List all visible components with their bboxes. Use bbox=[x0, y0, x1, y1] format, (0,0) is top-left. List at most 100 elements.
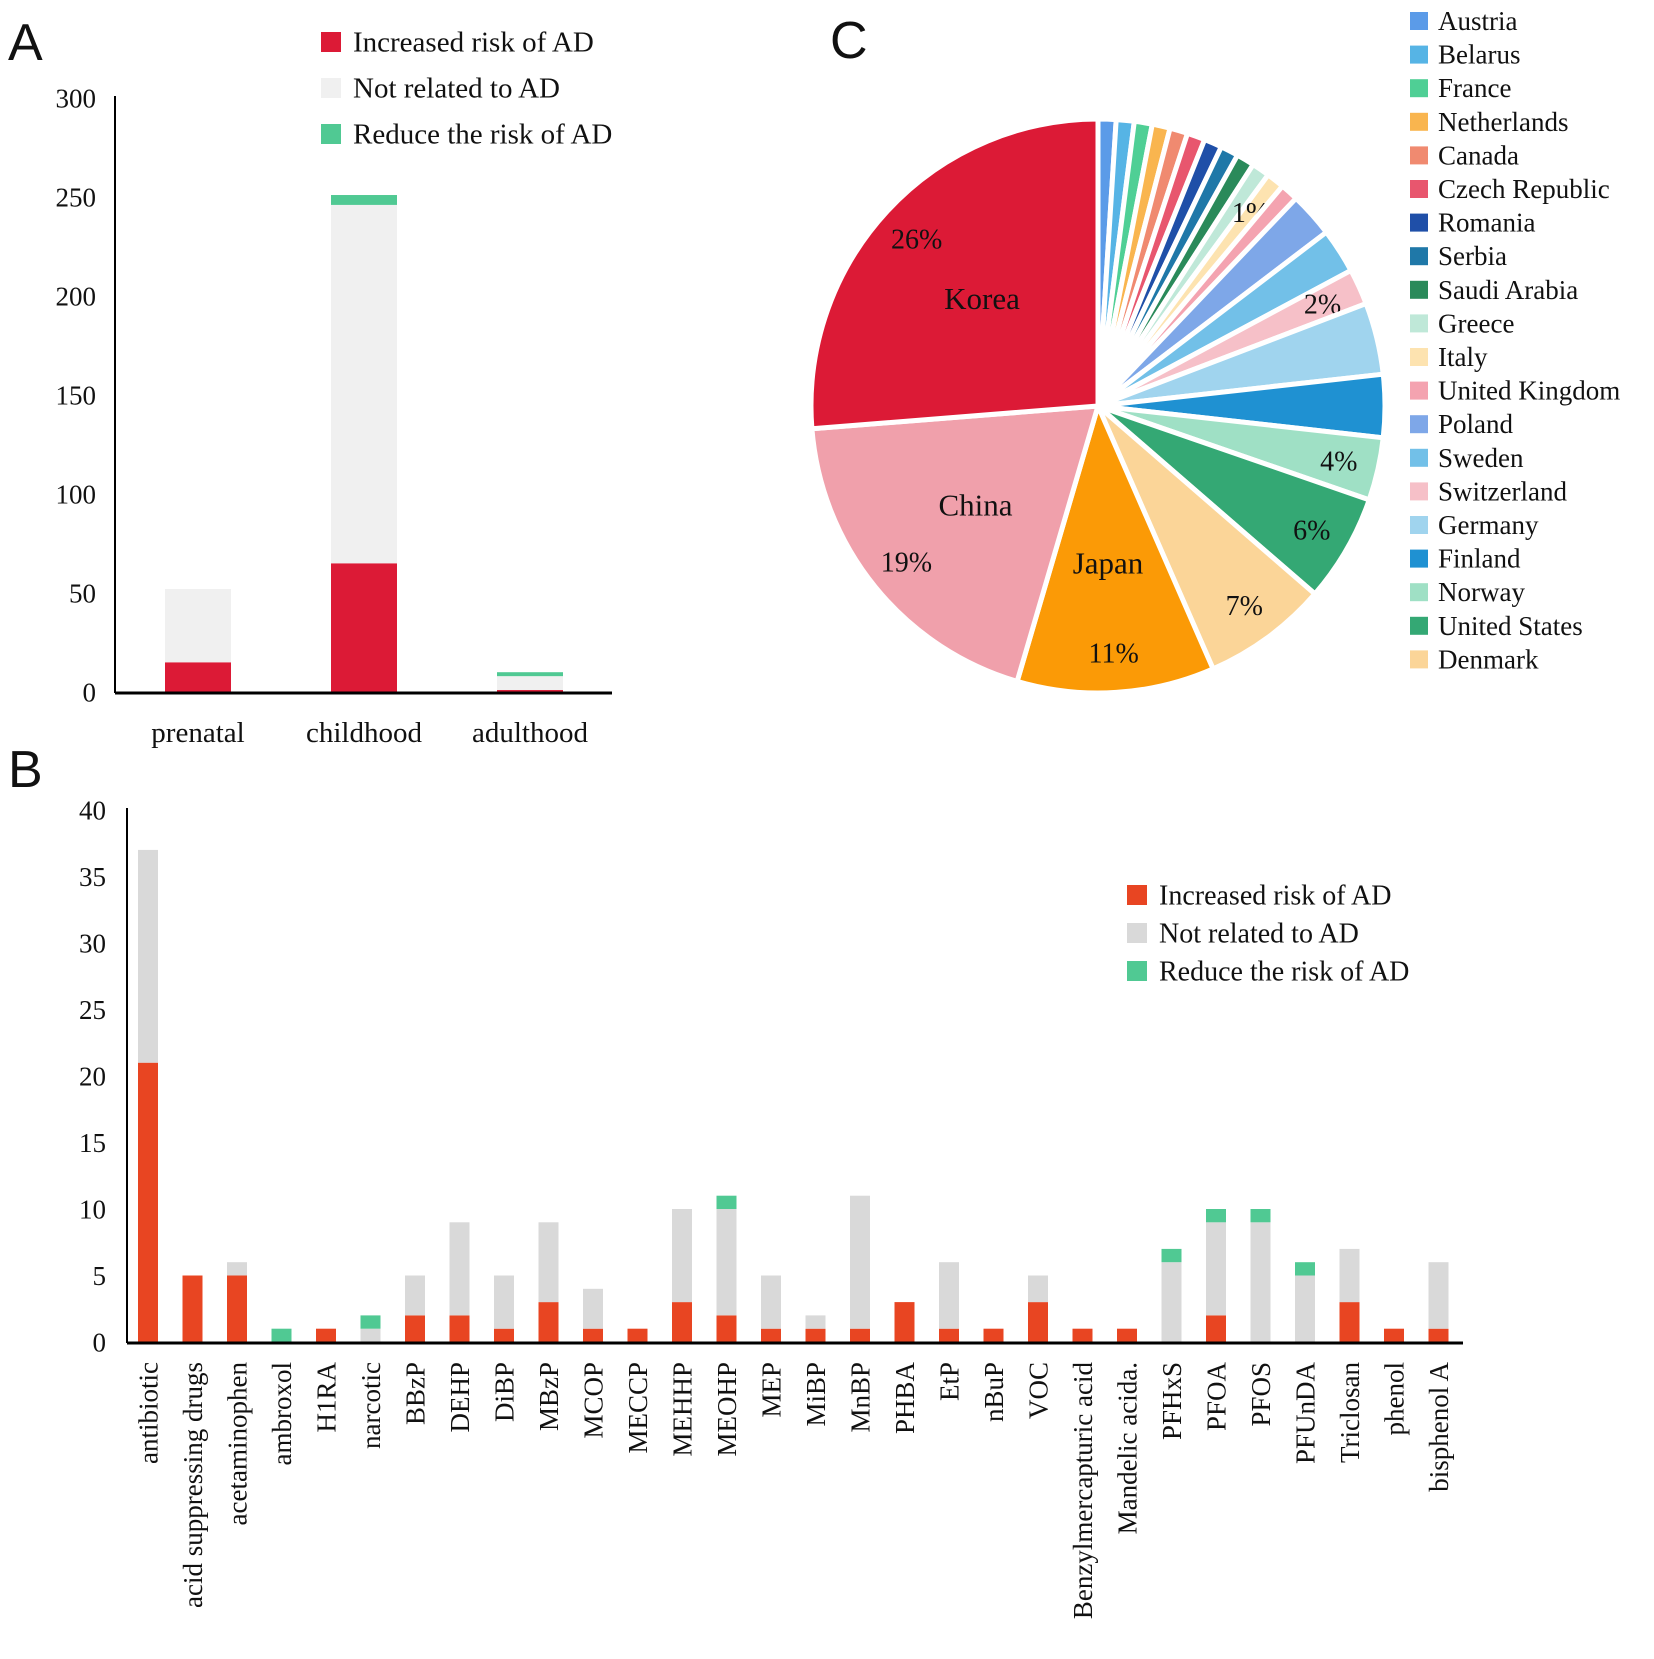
legend-swatch-not-related-to-ad bbox=[1127, 923, 1147, 943]
bar-segment-meohp-not-related-to-ad bbox=[716, 1209, 737, 1316]
legend-label: Sweden bbox=[1438, 443, 1524, 473]
bar-segment-narcotic-not-related-to-ad bbox=[360, 1328, 381, 1342]
x-tick-label: nBuP bbox=[979, 1362, 1009, 1422]
bar-segment-childhood-increased-risk-of-ad bbox=[331, 563, 397, 692]
bar-segment-meohp-increased-risk-of-ad bbox=[716, 1315, 737, 1342]
bar-segment-meccp-increased-risk-of-ad bbox=[627, 1328, 648, 1342]
legend-label: Denmark bbox=[1438, 644, 1539, 674]
bar-segment-bisphenol-a-increased-risk-of-ad bbox=[1428, 1328, 1449, 1342]
y-tick-label: 0 bbox=[93, 1327, 107, 1357]
pie-percent-label-norway: 4% bbox=[1320, 446, 1357, 477]
bar-segment-dehp-increased-risk-of-ad bbox=[449, 1315, 470, 1342]
legend-label: Greece bbox=[1438, 308, 1514, 338]
y-tick-label: 300 bbox=[56, 83, 97, 113]
x-tick-label: adulthood bbox=[472, 717, 588, 749]
x-tick-label: narcotic bbox=[356, 1362, 386, 1449]
legend-swatch-canada bbox=[1410, 146, 1428, 165]
bar-segment-triclosan-not-related-to-ad bbox=[1339, 1248, 1360, 1303]
bar-segment-antibiotic-increased-risk-of-ad bbox=[138, 1062, 158, 1342]
bar-segment-adulthood-increased-risk-of-ad bbox=[497, 690, 563, 692]
bar-segment-triclosan-increased-risk-of-ad bbox=[1339, 1302, 1360, 1342]
x-tick-label: Triclosan bbox=[1335, 1362, 1365, 1464]
panel-label-b: B bbox=[8, 741, 43, 799]
x-tick-label: Mandelic acida. bbox=[1112, 1362, 1142, 1534]
bar-segment-bisphenol-a-not-related-to-ad bbox=[1428, 1262, 1449, 1329]
bar-segment-ambroxol-reduce-the-risk-of-ad bbox=[271, 1328, 292, 1342]
x-tick-label: PFOA bbox=[1201, 1362, 1231, 1432]
legend-label: Finland bbox=[1438, 544, 1521, 574]
bar-segment-pfhxs-reduce-the-risk-of-ad bbox=[1161, 1248, 1182, 1263]
legend-swatch-poland bbox=[1410, 415, 1428, 434]
chart-b-stacked-bars: 0 5 10 15 20 25 30 35 40 antibiotic acid suppressi… bbox=[79, 795, 1463, 1619]
legend-label: Poland bbox=[1438, 409, 1514, 439]
bar-segment-antibiotic-not-related-to-ad bbox=[138, 849, 158, 1063]
x-tick-label: MECCP bbox=[623, 1362, 653, 1454]
bar-segment-mep-increased-risk-of-ad bbox=[761, 1328, 781, 1342]
pie-percent-label-china: 19% bbox=[881, 548, 932, 579]
legend-label: Netherlands bbox=[1438, 107, 1568, 137]
legend-label: Increased risk of AD bbox=[353, 26, 594, 58]
legend-swatch-norway bbox=[1410, 583, 1428, 602]
bar-segment-meohp-reduce-the-risk-of-ad bbox=[716, 1195, 737, 1209]
x-tick-label: DiBP bbox=[489, 1362, 519, 1422]
bar-segment-mehhp-not-related-to-ad bbox=[672, 1209, 692, 1303]
pie-percent-label-korea: 26% bbox=[891, 225, 942, 256]
y-tick-label: 15 bbox=[79, 1128, 106, 1158]
bar-segment-acetaminophen-not-related-to-ad bbox=[227, 1262, 247, 1276]
bar-segment-mibp-increased-risk-of-ad bbox=[805, 1328, 826, 1342]
bar-segment-prenatal-not-related-to-ad bbox=[165, 589, 231, 663]
legend-swatch-czech-republic bbox=[1410, 180, 1428, 198]
legend-swatch-greece bbox=[1410, 314, 1428, 333]
panel-label-a: A bbox=[8, 14, 43, 72]
pie-slice-china bbox=[809, 403, 1101, 684]
legend-swatch-germany bbox=[1410, 516, 1428, 534]
legend-swatch-denmark bbox=[1410, 650, 1428, 669]
chart-a-stacked-bars: 0 50 100 150 200 250 300 prenatal childhood adult… bbox=[56, 26, 613, 749]
bar-segment-mehhp-increased-risk-of-ad bbox=[672, 1302, 692, 1342]
bar-segment-pfoa-not-related-to-ad bbox=[1206, 1222, 1226, 1316]
legend-swatch-italy bbox=[1410, 348, 1428, 366]
bar-segment-childhood-reduce-the-risk-of-ad bbox=[331, 195, 397, 205]
x-tick-label: Benzylmercapturic acid bbox=[1068, 1362, 1098, 1620]
pie-slice-korea bbox=[808, 116, 1101, 432]
bar-segment-etp-not-related-to-ad bbox=[939, 1262, 959, 1329]
legend-label: Not related to AD bbox=[1159, 918, 1359, 949]
bar-segment-bbzp-increased-risk-of-ad bbox=[405, 1315, 425, 1342]
chart-c-pie: 1%2%4%6%7%11%Japan19%China26%KoreaAustri… bbox=[808, 6, 1620, 696]
legend-label: Austria bbox=[1438, 6, 1518, 36]
pie-slice-denmark bbox=[1095, 403, 1318, 672]
x-tick-label: MnBP bbox=[845, 1362, 875, 1433]
bar-segment-pfos-reduce-the-risk-of-ad bbox=[1250, 1209, 1271, 1223]
bar-segment-pfunda-reduce-the-risk-of-ad bbox=[1295, 1262, 1315, 1276]
bar-segment-dibp-increased-risk-of-ad bbox=[494, 1328, 514, 1342]
x-tick-label: ambroxol bbox=[267, 1362, 297, 1465]
x-tick-label: DEHP bbox=[445, 1362, 475, 1433]
legend-swatch-switzerland bbox=[1410, 482, 1428, 501]
x-tick-label: MCOP bbox=[578, 1362, 608, 1439]
y-tick-label: 40 bbox=[79, 795, 106, 825]
y-tick-label: 10 bbox=[79, 1194, 106, 1224]
legend-label: Switzerland bbox=[1438, 476, 1567, 506]
x-tick-label: PFHxS bbox=[1157, 1362, 1187, 1440]
bar-segment-dibp-not-related-to-ad bbox=[494, 1275, 514, 1329]
legend-swatch-belarus bbox=[1410, 45, 1428, 64]
legend-label: Romania bbox=[1438, 208, 1535, 238]
x-tick-label: antibiotic bbox=[133, 1362, 163, 1464]
x-tick-label: BBzP bbox=[400, 1362, 430, 1425]
y-tick-label: 150 bbox=[56, 380, 97, 410]
x-tick-label: MBzP bbox=[534, 1362, 564, 1431]
x-tick-label: acid suppressing drugs bbox=[178, 1362, 208, 1608]
bar-segment-acid-suppressing-drugs-increased-risk-of-ad bbox=[182, 1275, 203, 1342]
bar-segment-mnbp-not-related-to-ad bbox=[850, 1195, 870, 1329]
pie-name-label-japan: Japan bbox=[1073, 546, 1144, 581]
legend-swatch-romania bbox=[1410, 213, 1428, 232]
y-tick-label: 30 bbox=[79, 928, 106, 958]
bar-segment-benzylmercapturic-acid-increased-risk-of-ad bbox=[1072, 1328, 1093, 1342]
bar-segment-acetaminophen-increased-risk-of-ad bbox=[227, 1275, 247, 1342]
legend-label: Norway bbox=[1438, 577, 1525, 607]
x-tick-label: MiBP bbox=[801, 1362, 831, 1427]
y-tick-label: 0 bbox=[83, 677, 97, 707]
bar-segment-mcop-increased-risk-of-ad bbox=[583, 1328, 603, 1342]
bar-segment-pfos-not-related-to-ad bbox=[1250, 1222, 1271, 1342]
